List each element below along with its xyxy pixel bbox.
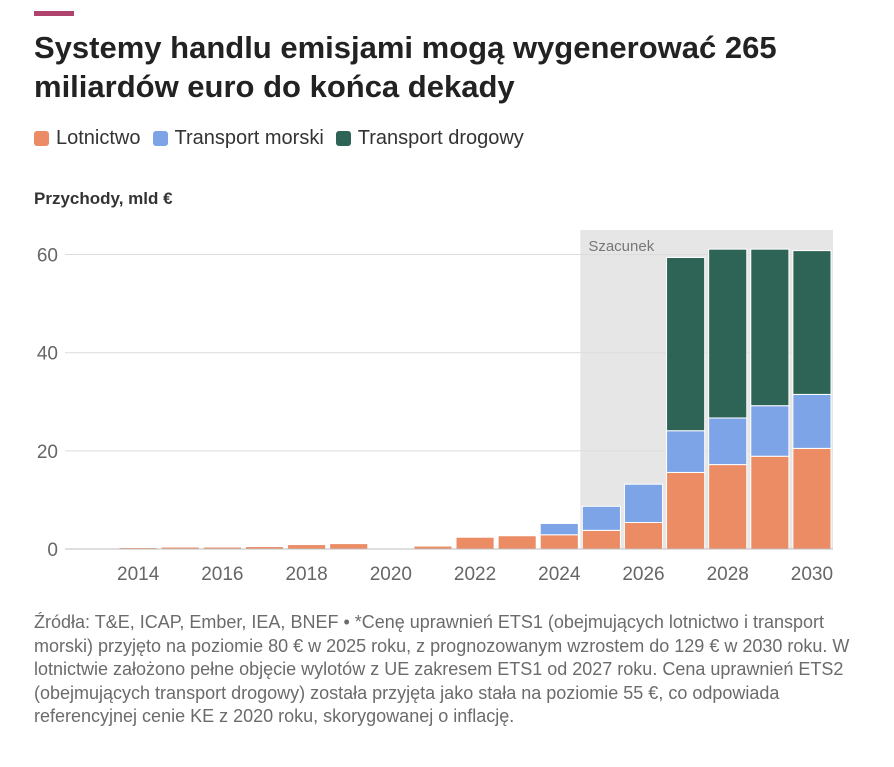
bar-2028-series-1 [708,417,748,466]
legend-swatch-lotnictwo [34,131,49,146]
bar-2018-series-0 [287,544,327,550]
bar-2022-series-0 [455,536,495,550]
x-tick-2020: 2020 [370,564,412,585]
bar-2026-series-0 [623,521,664,550]
x-tick-2016: 2016 [201,564,243,585]
bar-2028-series-0 [708,464,748,550]
bar-2024-series-1 [539,522,579,536]
bar-2030-series-0 [792,447,832,550]
estimate-label: Szacunek [588,238,654,255]
x-tick-2022: 2022 [454,564,496,585]
bar-2027-series-2 [666,256,706,432]
bar-2029-series-1 [750,405,790,457]
bar-2027-series-1 [666,430,706,473]
bar-2030-series-2 [792,250,832,395]
stacked-bar-chart: Szacunek 0 20 40 60 2014 2016 2018 2020 2022 2024 2… [37,230,833,585]
bar-2030-series-1 [792,393,832,449]
legend-swatch-transport-drogowy [335,131,351,146]
x-tick-2014: 2014 [117,564,160,585]
bar-2025-series-0 [581,529,621,550]
bar-2027-series-0 [666,471,706,550]
legend-label-transport-morski: Transport morski [174,127,324,149]
y-tick-40: 40 [37,344,58,365]
bar-2019-series-0 [329,543,369,550]
bar-2029-series-0 [750,455,790,550]
bar-2025-series-1 [581,505,621,531]
y-tick-0: 0 [47,540,58,561]
bar-2023-series-0 [497,535,537,550]
bar-2028-series-2 [708,248,748,419]
x-tick-2024: 2024 [538,564,581,585]
chart-title: Systemy handlu emisjami mogą wygenerować… [34,30,777,104]
y-axis-title: Przychody, mld € [34,189,173,208]
accent-bar [34,11,74,16]
x-tick-2028: 2028 [707,564,749,585]
legend-item-lotnictwo: Lotnictwo [34,127,141,150]
legend: Lotnictwo Transport morski Transport dro… [34,127,536,150]
y-tick-20: 20 [37,442,58,463]
legend-label-transport-drogowy: Transport drogowy [357,127,524,149]
bar-2029-series-2 [750,248,790,407]
x-tick-2030: 2030 [791,564,833,585]
y-tick-60: 60 [37,246,58,267]
bar-2026-series-1 [623,483,664,523]
x-tick-2018: 2018 [285,564,327,585]
legend-item-transport-morski: Transport morski [152,127,324,150]
estimate-region [580,230,833,549]
bar-2024-series-0 [539,534,579,550]
x-tick-2026: 2026 [622,564,664,585]
source-note: Źródła: T&E, ICAP, Ember, IEA, BNEF • *C… [34,612,850,726]
legend-label-lotnictwo: Lotnictwo [56,127,141,149]
legend-swatch-transport-morski [152,131,168,146]
legend-item-transport-drogowy: Transport drogowy [335,127,524,150]
